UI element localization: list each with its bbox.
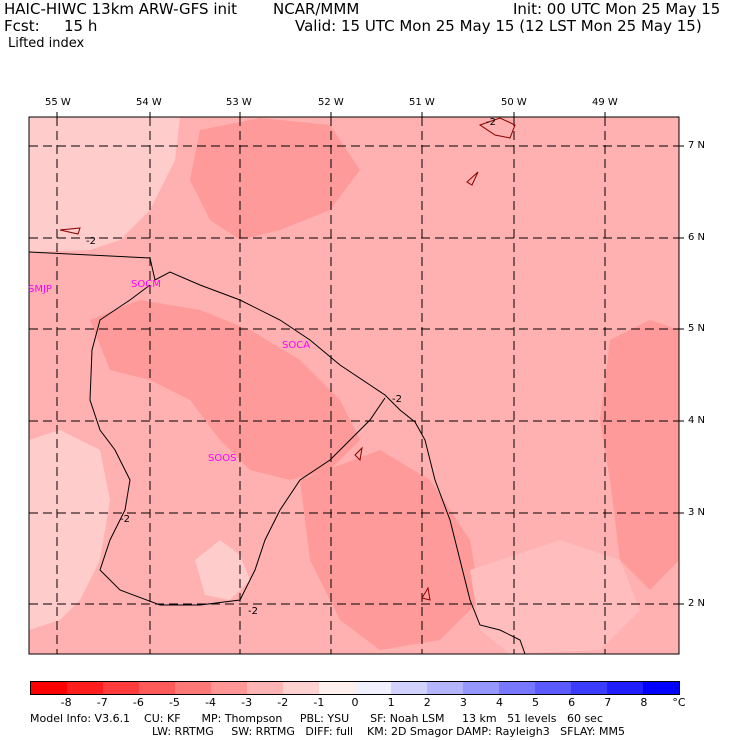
colorbar-tick-label: 2 (423, 696, 431, 709)
frame-ticks (56, 112, 684, 605)
lat-label: 6 N (688, 232, 706, 243)
contour-south (421, 586, 431, 601)
colorbar-tick-label: 6 (568, 696, 576, 709)
map-frame (28, 116, 680, 655)
contour-label: -2 (120, 514, 130, 525)
station-label-soca: SOCA (282, 340, 311, 351)
forecast-hour: 15 h (64, 17, 98, 35)
dark-region-north (190, 118, 360, 240)
contour-label: -2 (486, 117, 496, 128)
contour-label: -2 (86, 236, 96, 247)
colorbar-segment (427, 682, 463, 694)
colorbar-tick-label: 0 (351, 696, 359, 709)
lat-label: 7 N (688, 140, 706, 151)
light-patch-south (195, 540, 250, 600)
colorbar-unit: °C (672, 696, 686, 709)
model-info-line2: LW: RRTMG SW: RRTMG DIFF: full KM: 2D Sm… (152, 725, 625, 738)
lon-label: 49 W (592, 97, 618, 108)
lon-label: 54 W (136, 97, 162, 108)
model-title: HAIC-HIWC 13km ARW-GFS init (4, 0, 238, 18)
colorbar-tick-label: 4 (495, 696, 503, 709)
colorbar-segment (139, 682, 175, 694)
lon-label: 55 W (45, 97, 71, 108)
lon-label: 52 W (318, 97, 344, 108)
lon-label: 53 W (226, 97, 252, 108)
station-label-socm: SOCM (131, 279, 161, 290)
dark-region-east (600, 320, 679, 590)
colorbar-tick-label: -4 (205, 696, 217, 709)
colorbar-segment (247, 682, 283, 694)
forecast-label: Fcst: (4, 17, 40, 35)
colorbar-segment (643, 682, 679, 694)
colorbar-tick-label: 7 (604, 696, 612, 709)
colorbar-segment (319, 682, 355, 694)
contour-small (466, 171, 479, 186)
valid-time: Valid: 15 UTC Mon 25 May 15 (12 LST Mon … (295, 17, 702, 35)
colorbar-tick-label: -7 (96, 696, 108, 709)
colorbar-segment (463, 682, 499, 694)
station-label-smjp: SMJP (28, 284, 52, 295)
colorbar-segment (535, 682, 571, 694)
colorbar-segment (391, 682, 427, 694)
colorbar-tick-label: 8 (640, 696, 648, 709)
contour-label: -2 (392, 394, 402, 405)
colorbar-segment (571, 682, 607, 694)
dark-region-south (300, 450, 480, 650)
lat-label: 2 N (688, 598, 706, 609)
field-name: Lifted index (8, 36, 85, 51)
graticule (29, 117, 679, 654)
colorbar-tick-label: 5 (532, 696, 540, 709)
colorbar-segment (31, 682, 67, 694)
light-region-sw (29, 430, 110, 630)
colorbar-segment (607, 682, 643, 694)
dark-region-coast (90, 300, 360, 480)
org-label: NCAR/MMM (273, 0, 360, 18)
colorbar-tick-label: 3 (459, 696, 467, 709)
colorbar-tick-label: -6 (132, 696, 144, 709)
colorbar-segment (283, 682, 319, 694)
colorbar-segment (499, 682, 535, 694)
lon-label: 51 W (409, 97, 435, 108)
colorbar-segment (67, 682, 103, 694)
colorbar (30, 681, 680, 695)
contour-west (59, 227, 81, 235)
contour-coast (354, 446, 363, 462)
light-region-nw (29, 117, 180, 252)
lat-label: 4 N (688, 415, 706, 426)
colorbar-segment (175, 682, 211, 694)
coastline (28, 251, 526, 655)
colorbar-tick-label: -5 (168, 696, 180, 709)
init-time: Init: 00 UTC Mon 25 May 15 (513, 0, 721, 18)
contour-lines (59, 117, 516, 601)
colorbar-segment (211, 682, 247, 694)
colorbar-tick-label: -8 (60, 696, 72, 709)
lat-label: 3 N (688, 507, 706, 518)
colorbar-segment (103, 682, 139, 694)
colorbar-tick-label: -1 (313, 696, 325, 709)
colorbar-tick-label: -2 (277, 696, 289, 709)
lat-label: 5 N (688, 323, 706, 334)
colorbar-segment (355, 682, 391, 694)
colorbar-tick-label: -3 (241, 696, 253, 709)
model-info-line1: Model Info: V3.6.1 CU: KF MP: Thompson P… (30, 712, 603, 725)
station-label-soos: SOOS (208, 453, 237, 464)
lon-label: 50 W (501, 97, 527, 108)
border-suriname-guyane (89, 284, 386, 606)
contour-label: -2 (248, 606, 258, 617)
colorbar-tick-label: 1 (387, 696, 395, 709)
light-region-east (470, 540, 640, 654)
contour-north (478, 117, 516, 139)
